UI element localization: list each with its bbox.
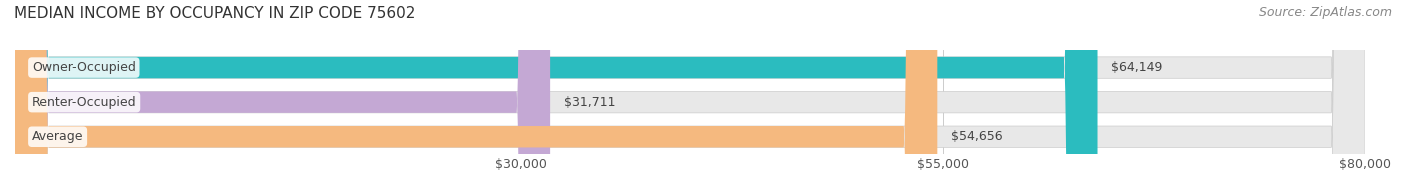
Text: Source: ZipAtlas.com: Source: ZipAtlas.com <box>1258 6 1392 19</box>
FancyBboxPatch shape <box>15 0 1365 196</box>
FancyBboxPatch shape <box>15 0 1365 196</box>
FancyBboxPatch shape <box>15 0 550 196</box>
Text: $54,656: $54,656 <box>950 130 1002 143</box>
Text: Renter-Occupied: Renter-Occupied <box>32 96 136 109</box>
Text: Average: Average <box>32 130 83 143</box>
FancyBboxPatch shape <box>15 0 938 196</box>
Text: MEDIAN INCOME BY OCCUPANCY IN ZIP CODE 75602: MEDIAN INCOME BY OCCUPANCY IN ZIP CODE 7… <box>14 6 415 21</box>
Text: $64,149: $64,149 <box>1111 61 1163 74</box>
Text: $31,711: $31,711 <box>564 96 614 109</box>
Text: Owner-Occupied: Owner-Occupied <box>32 61 136 74</box>
FancyBboxPatch shape <box>15 0 1365 196</box>
FancyBboxPatch shape <box>15 0 1098 196</box>
